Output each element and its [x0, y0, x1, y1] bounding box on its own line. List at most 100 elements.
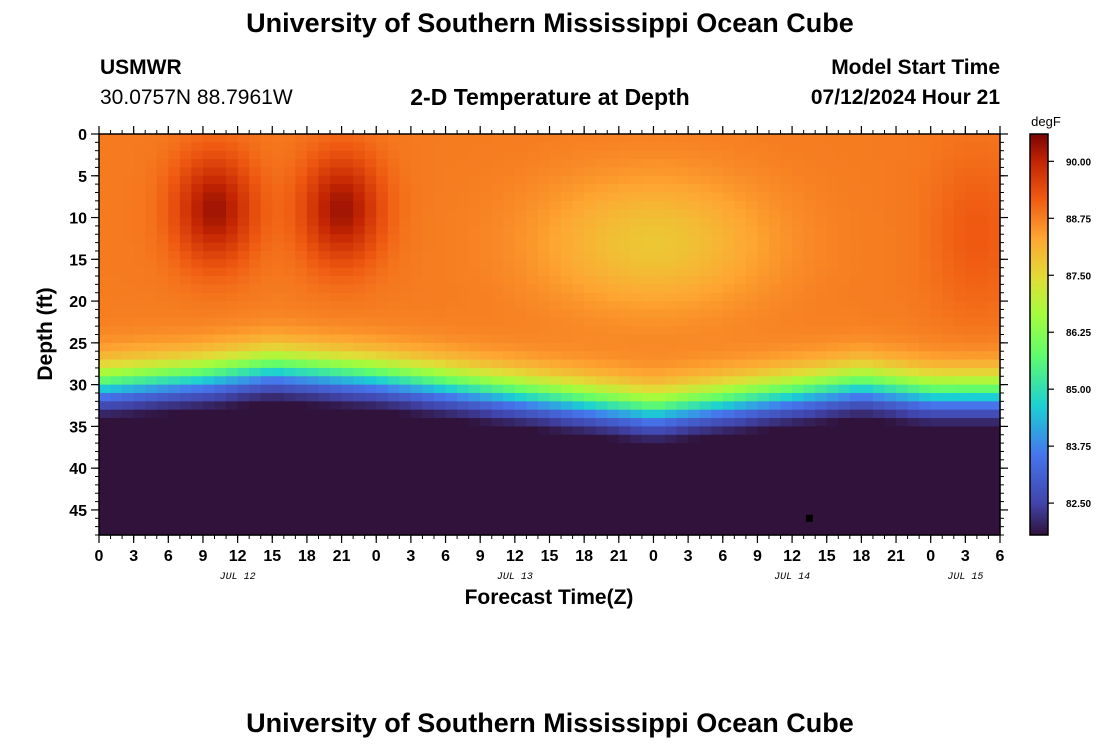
heatmap-cell	[942, 484, 955, 494]
heatmap-cell	[942, 351, 955, 361]
heatmap-cell	[514, 476, 527, 486]
heatmap-cell	[260, 359, 273, 369]
heatmap-cell	[399, 401, 412, 411]
heatmap-cell	[907, 334, 920, 344]
heatmap-cell	[133, 434, 146, 444]
heatmap-cell	[237, 426, 250, 436]
heatmap-cell	[988, 401, 1001, 411]
heatmap-cell	[387, 501, 400, 511]
heatmap-cell	[699, 284, 712, 294]
heatmap-cell	[341, 418, 354, 427]
heatmap-cell	[318, 501, 331, 511]
heatmap-cell	[272, 334, 285, 344]
heatmap-cell	[145, 351, 158, 361]
heatmap-cell	[503, 493, 516, 503]
heatmap-cell	[595, 184, 608, 194]
heatmap-cell	[872, 317, 886, 327]
heatmap-cell	[376, 142, 389, 152]
heatmap-cell	[826, 317, 839, 327]
heatmap-cell	[295, 509, 308, 519]
heatmap-cell	[561, 351, 574, 361]
heatmap-cell	[734, 342, 747, 352]
heatmap-cell	[988, 484, 1001, 494]
heatmap-cell	[734, 351, 747, 361]
heatmap-cell	[410, 526, 424, 536]
heatmap-cell	[99, 150, 112, 160]
heatmap-cell	[930, 384, 943, 394]
heatmap-cell	[838, 401, 851, 411]
heatmap-cell	[249, 242, 262, 252]
heatmap-cell	[341, 225, 354, 235]
heatmap-cell	[376, 476, 389, 486]
heatmap-cell	[468, 418, 481, 427]
heatmap-cell	[561, 484, 574, 494]
heatmap-cell	[942, 209, 955, 219]
heatmap-cell	[364, 376, 377, 386]
heatmap-cell	[792, 250, 805, 260]
heatmap-cell	[537, 476, 551, 486]
heatmap-cell	[249, 392, 262, 402]
heatmap-cell	[584, 409, 597, 419]
heatmap-cell	[699, 159, 712, 169]
heatmap-cell	[826, 434, 839, 444]
heatmap-cell	[387, 292, 400, 302]
heatmap-cell	[457, 184, 470, 194]
heatmap-cell	[306, 468, 320, 478]
heatmap-cell	[630, 418, 643, 427]
heatmap-cell	[364, 351, 377, 361]
heatmap-cell	[618, 334, 631, 344]
heatmap-cell	[976, 192, 990, 202]
heatmap-cell	[549, 476, 562, 486]
heatmap-cell	[838, 501, 851, 511]
heatmap-cell	[919, 426, 932, 436]
heatmap-cell	[768, 242, 782, 252]
heatmap-cell	[930, 150, 943, 160]
heatmap-cell	[653, 142, 666, 152]
heatmap-cell	[156, 150, 169, 160]
heatmap-cell	[306, 225, 320, 235]
heatmap-cell	[445, 468, 458, 478]
heatmap-cell	[815, 167, 828, 177]
heatmap-cell	[272, 175, 285, 185]
heatmap-cell	[896, 484, 909, 494]
heatmap-cell	[734, 384, 747, 394]
heatmap-cell	[792, 184, 805, 194]
heatmap-cell	[641, 526, 655, 536]
heatmap-cell	[607, 392, 620, 402]
heatmap-cell	[699, 200, 712, 210]
heatmap-cell	[179, 292, 193, 302]
heatmap-cell	[480, 301, 493, 311]
heatmap-cell	[630, 234, 643, 244]
heatmap-cell	[896, 217, 909, 227]
heatmap-cell	[376, 342, 389, 352]
heatmap-cell	[410, 493, 424, 503]
heatmap-cell	[699, 459, 712, 469]
heatmap-cell	[399, 342, 412, 352]
heatmap-cell	[295, 476, 308, 486]
heatmap-cell	[942, 451, 955, 461]
heatmap-cell	[260, 409, 273, 419]
heatmap-cell	[653, 326, 666, 336]
heatmap-cell	[699, 250, 712, 260]
heatmap-cell	[549, 434, 562, 444]
heatmap-cell	[907, 501, 920, 511]
heatmap-cell	[526, 367, 539, 377]
heatmap-cell	[919, 217, 932, 227]
heatmap-cell	[145, 250, 158, 260]
heatmap-cell	[549, 200, 562, 210]
heatmap-cell	[260, 209, 273, 219]
heatmap-cell	[826, 493, 839, 503]
heatmap-cell	[930, 192, 943, 202]
heatmap-cell	[330, 317, 343, 327]
heatmap-cell	[237, 209, 250, 219]
heatmap-cell	[757, 459, 770, 469]
heatmap-cell	[896, 434, 909, 444]
heatmap-cell	[191, 192, 204, 202]
heatmap-cell	[214, 468, 227, 478]
heatmap-cell	[237, 200, 250, 210]
heatmap-cell	[745, 317, 759, 327]
heatmap-cell	[330, 326, 343, 336]
heatmap-cell	[595, 250, 608, 260]
heatmap-cell	[503, 484, 516, 494]
position-marker	[805, 514, 813, 522]
